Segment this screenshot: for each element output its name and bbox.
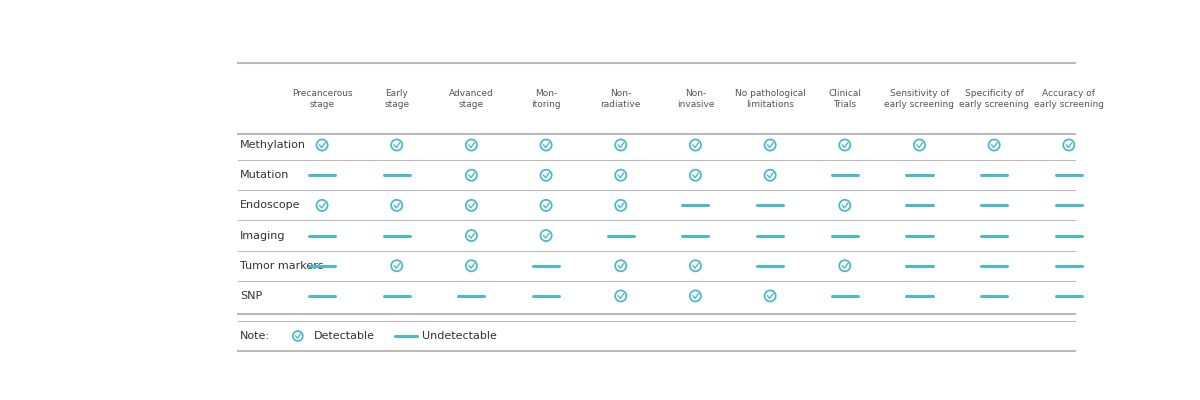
Text: SNP: SNP bbox=[240, 291, 263, 301]
Text: Early
stage: Early stage bbox=[384, 89, 409, 108]
Text: Advanced
stage: Advanced stage bbox=[449, 89, 493, 108]
Text: Methylation: Methylation bbox=[240, 140, 306, 150]
Text: Undetectable: Undetectable bbox=[422, 331, 497, 341]
Text: Sensitivity of
early screening: Sensitivity of early screening bbox=[884, 89, 954, 108]
Text: Note:: Note: bbox=[240, 331, 270, 341]
Text: Non-
radiative: Non- radiative bbox=[600, 89, 641, 108]
Text: Detectable: Detectable bbox=[314, 331, 376, 341]
Text: Mon-
itoring: Mon- itoring bbox=[532, 89, 560, 108]
Text: Clinical
Trials: Clinical Trials bbox=[828, 89, 862, 108]
Text: Tumor markers: Tumor markers bbox=[240, 261, 324, 271]
Text: Accuracy of
early screening: Accuracy of early screening bbox=[1034, 89, 1104, 108]
Text: Precancerous
stage: Precancerous stage bbox=[292, 89, 353, 108]
Text: Specificity of
early screening: Specificity of early screening bbox=[959, 89, 1030, 108]
Text: Imaging: Imaging bbox=[240, 230, 286, 240]
Text: No pathological
limitations: No pathological limitations bbox=[734, 89, 805, 108]
Text: Endoscope: Endoscope bbox=[240, 200, 301, 210]
Text: Mutation: Mutation bbox=[240, 170, 289, 180]
Text: Non-
invasive: Non- invasive bbox=[677, 89, 714, 108]
